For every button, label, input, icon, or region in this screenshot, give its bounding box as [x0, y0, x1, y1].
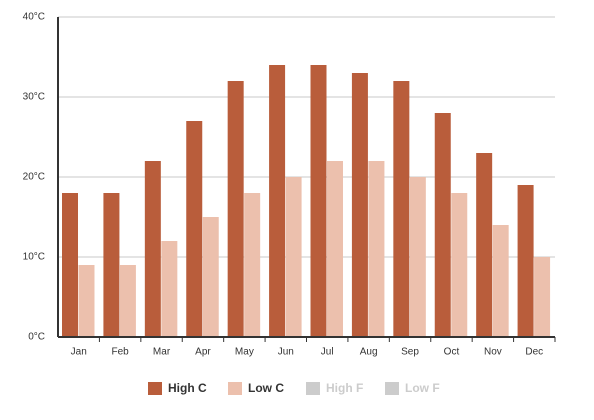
bar [269, 65, 286, 337]
bar [310, 65, 327, 337]
bar [476, 153, 493, 337]
bar [119, 265, 136, 337]
bar [351, 73, 368, 337]
bar [244, 193, 261, 337]
legend-swatch [148, 382, 162, 395]
legend-label[interactable]: High C [168, 381, 207, 395]
bar [393, 81, 410, 337]
legend-label[interactable]: Low C [248, 381, 284, 395]
bar [285, 177, 302, 337]
x-tick-label: Aug [360, 347, 378, 358]
legend-swatch-inactive [385, 382, 399, 395]
legend-label-inactive[interactable]: Low F [405, 381, 440, 395]
x-tick-label: Oct [444, 347, 460, 358]
y-tick-label: 20°C [23, 172, 45, 183]
x-tick-label: Nov [484, 347, 502, 358]
bar [78, 265, 95, 337]
y-tick-label: 10°C [23, 252, 45, 263]
bar [327, 161, 343, 337]
bar [434, 113, 451, 337]
bar [492, 225, 509, 337]
x-tick-label: Jan [71, 347, 87, 358]
y-tick-label: 0°C [28, 332, 45, 343]
bar [534, 257, 551, 337]
bar [202, 217, 219, 337]
legend-swatch [228, 382, 242, 395]
x-tick-label: Jul [321, 347, 334, 358]
bar [227, 81, 244, 337]
bar [161, 241, 178, 337]
bar [409, 177, 426, 337]
x-tick-label: Dec [525, 347, 543, 358]
bar [62, 193, 78, 337]
bar [517, 185, 534, 337]
bar [144, 161, 161, 337]
x-tick-label: Sep [401, 347, 419, 358]
y-tick-label: 40°C [23, 12, 45, 23]
x-tick-label: Feb [112, 347, 130, 358]
bar [186, 121, 203, 337]
x-tick-label: Mar [153, 347, 171, 358]
legend-label-inactive[interactable]: High F [326, 381, 363, 395]
x-tick-label: Apr [195, 347, 211, 358]
x-tick-label: May [235, 347, 254, 358]
legend-swatch-inactive [306, 382, 320, 395]
bar [451, 193, 468, 337]
bar [103, 193, 120, 337]
x-tick-label: Jun [278, 347, 294, 358]
bar [368, 161, 385, 337]
y-tick-label: 30°C [23, 92, 45, 103]
